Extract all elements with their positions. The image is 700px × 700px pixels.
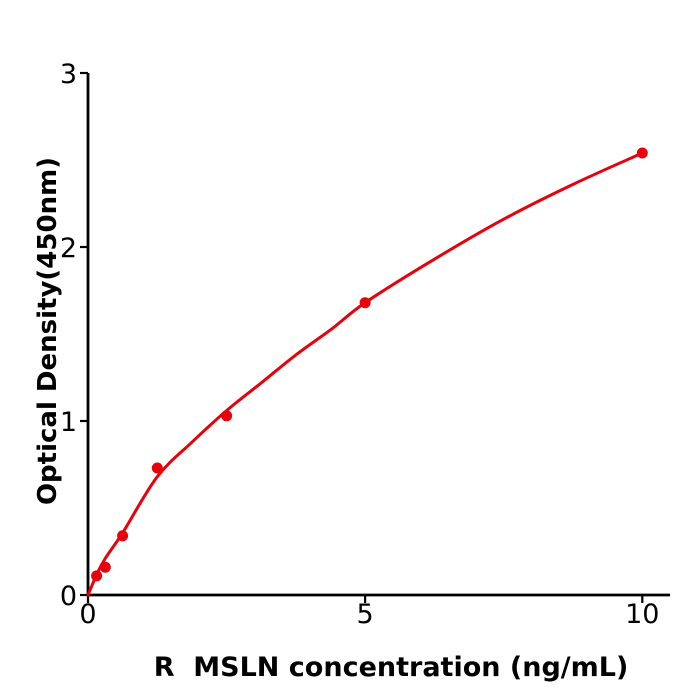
x-axis-title: R MSLN concentration (ng/mL) [154,652,629,683]
data-point [636,147,648,159]
data-point [221,410,233,422]
x-tick-label: 0 [79,599,96,630]
data-point [359,297,371,309]
fit-curve [86,151,644,597]
data-point [91,570,103,582]
x-tick-label: 10 [625,599,659,630]
y-tick-label: 3 [60,59,77,90]
data-point [117,530,129,542]
y-tick-label: 2 [60,233,77,264]
y-axis-title: Optical Density(450nm) [33,157,63,505]
data-point [151,462,163,474]
data-point [99,561,111,573]
axes-layer: 0 5 10 0 1 2 3 [60,59,670,630]
series-layer [86,147,648,597]
x-tick-label: 5 [357,599,374,630]
y-tick-label: 1 [60,407,77,438]
y-tick-label: 0 [60,581,77,612]
